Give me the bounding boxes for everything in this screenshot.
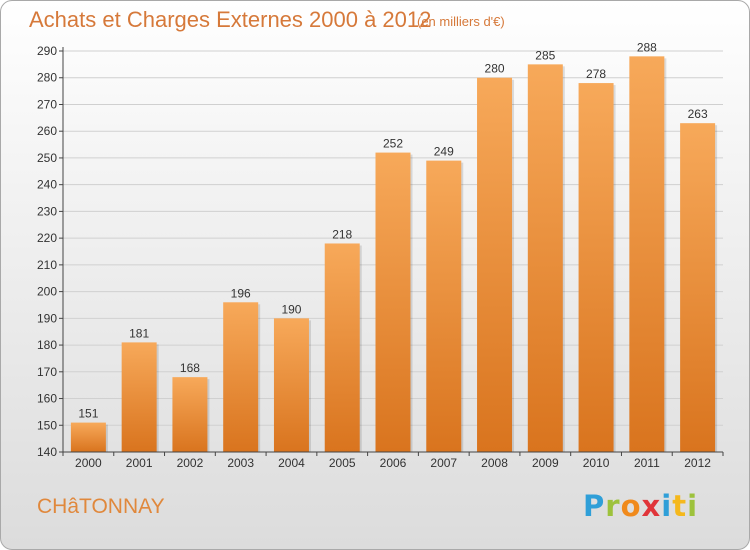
- x-tick-label: 2011: [634, 456, 660, 470]
- x-tick-label: 2004: [278, 456, 305, 470]
- data-label: 280: [485, 62, 505, 76]
- y-tick-label: 210: [37, 258, 57, 272]
- y-tick-label: 260: [37, 124, 57, 138]
- x-tick-label: 2003: [227, 456, 254, 470]
- bar: [375, 152, 411, 452]
- bar: [578, 83, 614, 452]
- logo-letter: i: [687, 489, 699, 523]
- y-tick-label: 140: [37, 445, 57, 459]
- x-tick-label: 2008: [481, 456, 508, 470]
- y-tick-label: 230: [37, 204, 57, 218]
- logo-letter: P: [583, 489, 606, 523]
- proxiti-logo[interactable]: Proxiti: [583, 489, 698, 523]
- y-tick-label: 280: [37, 71, 57, 85]
- bar: [477, 77, 513, 452]
- data-label: 249: [434, 145, 454, 159]
- x-tick-label: 2005: [329, 456, 356, 470]
- y-tick-label: 170: [37, 365, 57, 379]
- data-label: 181: [129, 326, 149, 340]
- x-tick-label: 2006: [380, 456, 407, 470]
- x-tick-label: 2000: [75, 456, 102, 470]
- data-label: 168: [180, 361, 200, 375]
- x-tick-label: 2007: [430, 456, 457, 470]
- logo-letter: r: [605, 489, 621, 523]
- x-tick-label: 2002: [177, 456, 204, 470]
- bar: [223, 302, 259, 452]
- x-tick-label: 2009: [532, 456, 559, 470]
- y-tick-label: 250: [37, 151, 57, 165]
- x-tick-label: 2010: [583, 456, 610, 470]
- data-label: 196: [231, 286, 251, 300]
- chart-title: Achats et Charges Externes 2000 à 2012: [29, 7, 432, 32]
- commune-name: CHâTONNAY: [37, 495, 165, 518]
- data-label: 218: [332, 227, 352, 241]
- y-tick-label: 160: [37, 392, 57, 406]
- bar: [324, 243, 360, 452]
- x-tick-label: 2012: [684, 456, 711, 470]
- data-label: 190: [281, 302, 301, 316]
- logo-letter: o: [620, 489, 642, 523]
- bars: [70, 56, 718, 453]
- y-tick-label: 180: [37, 338, 57, 352]
- y-tick-label: 270: [37, 97, 57, 111]
- data-label: 252: [383, 137, 403, 151]
- bar: [629, 56, 665, 452]
- data-label: 278: [586, 67, 606, 81]
- bar: [121, 342, 157, 452]
- data-labels: 151 181 168 196 190 218 252 249 280 285 278 288 263: [78, 40, 708, 420]
- y-tick-label: 200: [37, 285, 57, 299]
- logo-letter: t: [672, 489, 688, 523]
- x-tick-label: 2001: [126, 456, 153, 470]
- bar: [680, 123, 716, 453]
- axes: 140 150 160 170 180 190 200 210 220 230 240 250 260 2…: [37, 44, 724, 470]
- data-label: 285: [535, 48, 555, 62]
- logo-letter: i: [661, 489, 673, 523]
- bar: [70, 422, 106, 452]
- y-tick-label: 240: [37, 178, 57, 192]
- y-tick-label: 150: [37, 418, 57, 432]
- bar: [273, 318, 309, 452]
- chart-subtitle: (en milliers d'€): [417, 14, 505, 29]
- bar: [426, 160, 462, 452]
- y-tick-label: 290: [37, 44, 57, 58]
- logo-letter: x: [641, 489, 662, 523]
- y-tick-label: 220: [37, 231, 57, 245]
- data-label: 263: [688, 107, 708, 121]
- y-tick-label: 190: [37, 311, 57, 325]
- bar: [527, 64, 563, 452]
- data-label: 288: [637, 40, 657, 54]
- bar: [172, 377, 208, 452]
- data-label: 151: [78, 407, 98, 421]
